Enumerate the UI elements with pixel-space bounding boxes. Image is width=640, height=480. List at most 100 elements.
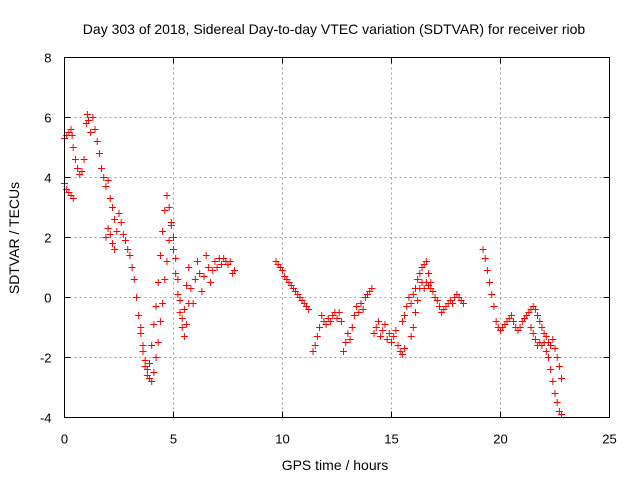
data-point	[163, 192, 171, 199]
data-point	[326, 318, 334, 325]
data-point	[409, 291, 417, 298]
data-point	[104, 177, 112, 184]
data-point	[91, 126, 99, 133]
data-point	[401, 312, 409, 319]
data-point	[558, 375, 566, 382]
data-point	[374, 318, 382, 325]
data-point	[405, 294, 413, 301]
data-point	[355, 309, 363, 316]
data-point	[211, 258, 219, 265]
data-point	[553, 354, 561, 361]
data-point	[379, 327, 387, 334]
x-tick-label: 20	[493, 432, 507, 447]
data-point	[183, 282, 191, 289]
data-point	[350, 312, 358, 319]
data-point	[165, 237, 173, 244]
x-tick-label: 0	[61, 432, 68, 447]
data-point	[170, 246, 177, 253]
data-point	[381, 321, 389, 328]
data-point	[170, 234, 177, 241]
data-point	[111, 216, 119, 223]
data-point	[357, 300, 365, 307]
y-tick-label: 6	[44, 111, 51, 126]
data-point	[146, 360, 154, 367]
data-point	[126, 252, 134, 259]
data-point	[305, 306, 313, 313]
data-point	[111, 246, 119, 253]
data-point	[213, 264, 221, 271]
data-point	[204, 264, 212, 271]
data-point	[141, 357, 149, 364]
data-point	[411, 309, 419, 316]
data-point	[98, 165, 106, 172]
data-point	[174, 291, 182, 298]
data-point	[185, 264, 193, 271]
y-axis-label: SDTVAR / TECUs	[6, 182, 22, 294]
data-point	[337, 318, 345, 325]
data-point	[311, 342, 319, 349]
data-point	[316, 324, 324, 331]
data-point	[409, 324, 417, 331]
data-point	[538, 324, 546, 331]
data-point	[309, 348, 317, 355]
data-point	[198, 288, 206, 295]
data-point	[191, 276, 199, 283]
data-point	[148, 342, 156, 349]
data-point	[558, 411, 566, 418]
data-point	[346, 336, 354, 343]
x-tick-label: 15	[384, 432, 398, 447]
data-point	[377, 333, 385, 340]
data-point	[113, 228, 121, 235]
data-point	[547, 366, 555, 373]
data-point	[209, 267, 217, 274]
data-point	[124, 246, 132, 253]
data-point	[185, 300, 193, 307]
data-point	[510, 318, 518, 325]
data-point	[488, 291, 496, 298]
data-point	[196, 270, 204, 277]
data-point	[547, 342, 555, 349]
y-tick-label: -2	[40, 351, 52, 366]
x-tick-labels: 0 5 10 15 20 25	[61, 57, 617, 447]
chart-title: Day 303 of 2018, Sidereal Day-to-day VTE…	[83, 21, 586, 37]
data-points	[61, 111, 566, 418]
x-tick-label: 10	[275, 432, 289, 447]
data-point	[231, 267, 239, 274]
data-point	[392, 327, 400, 334]
data-point	[119, 231, 127, 238]
data-point	[154, 339, 162, 346]
data-point	[359, 306, 367, 313]
data-point	[407, 333, 415, 340]
data-point	[156, 252, 164, 259]
data-point	[429, 288, 437, 295]
data-point	[416, 270, 424, 277]
data-point	[425, 270, 433, 277]
data-point	[176, 297, 184, 304]
data-point	[128, 264, 136, 271]
data-point	[527, 324, 535, 331]
data-point	[401, 345, 409, 352]
data-point	[551, 390, 559, 397]
data-point	[83, 111, 91, 118]
data-point	[226, 258, 234, 265]
data-point	[202, 252, 210, 259]
data-point	[372, 324, 380, 331]
y-tick-label: 8	[44, 51, 51, 66]
data-point	[180, 333, 188, 340]
data-point	[154, 279, 162, 286]
data-point	[172, 255, 180, 262]
y-tick-label: 0	[44, 291, 51, 306]
data-point	[549, 378, 557, 385]
data-point	[150, 321, 158, 328]
data-point	[207, 279, 215, 286]
data-point	[551, 345, 559, 352]
data-point	[178, 324, 186, 331]
data-point	[420, 285, 428, 292]
data-point	[534, 312, 542, 319]
data-point	[403, 303, 411, 310]
data-point	[200, 273, 208, 280]
data-point	[104, 225, 112, 232]
data-point	[390, 333, 398, 340]
data-point	[93, 138, 101, 145]
data-point	[449, 300, 457, 307]
